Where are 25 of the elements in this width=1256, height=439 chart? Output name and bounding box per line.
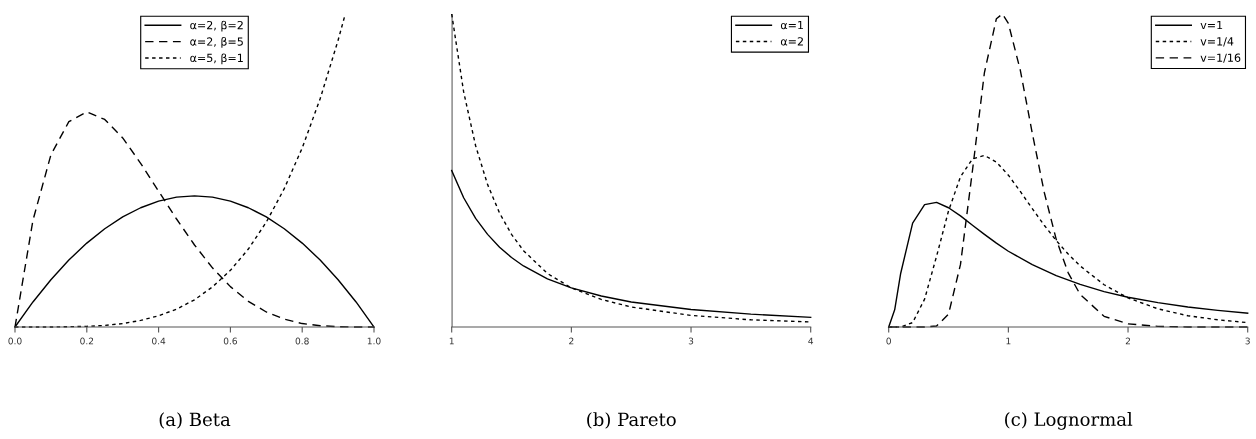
text: (a) Beta (159, 412, 231, 429)
text: (b) Pareto (587, 412, 676, 429)
x-tick-label: 2 (569, 337, 574, 345)
x-tick-label: 0.6 (223, 337, 238, 345)
legend-label: α=2 (780, 37, 803, 46)
legend-label: α=2, β=2 (190, 20, 243, 32)
x-tick-label: 1 (449, 337, 454, 345)
legend-label: v=1/4 (1200, 37, 1234, 47)
x-tick-label: 3 (1245, 337, 1250, 345)
x-tick-label: 0.8 (295, 337, 309, 345)
legend-label: v=1 (1200, 21, 1223, 30)
x-tick-label: 0.0 (8, 337, 22, 345)
x-tick-label: 3 (688, 337, 694, 345)
x-tick-label: 4 (808, 337, 814, 345)
legend-label: α=5, β=1 (190, 53, 243, 65)
legend-label: α=2, β=5 (190, 37, 243, 48)
x-tick-label: 0 (886, 337, 891, 345)
x-tick-label: 0.4 (152, 337, 166, 345)
text: (c) Lognormal (1005, 412, 1133, 430)
legend-label: v=1/16 (1200, 53, 1241, 63)
x-tick-label: 1 (1006, 337, 1011, 345)
x-tick-label: 2 (1125, 337, 1130, 345)
legend-label: α=1 (780, 21, 804, 30)
x-tick-label: 0.2 (80, 337, 94, 345)
x-tick-label: 1.0 (367, 337, 381, 345)
